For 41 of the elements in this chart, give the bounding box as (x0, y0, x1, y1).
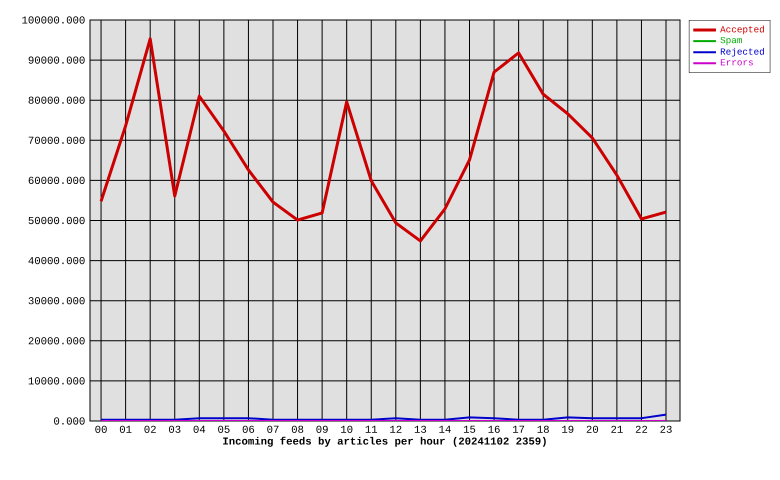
y-tick-label: 40000.000 (28, 256, 85, 264)
x-tick-label: 21 (611, 426, 623, 433)
x-tick-label: 01 (120, 426, 132, 433)
y-tick-label: 100000.000 (22, 16, 85, 24)
y-tick-label: 50000.000 (28, 216, 85, 224)
x-tick-label: 16 (488, 426, 500, 433)
x-tick-label: 23 (660, 426, 672, 433)
legend-label: Rejected (720, 48, 764, 57)
y-tick-label: 0.000 (54, 417, 85, 425)
x-tick-label: 14 (439, 426, 451, 433)
y-tick-label: 90000.000 (28, 56, 85, 64)
x-tick-label: 04 (194, 426, 206, 433)
x-tick-label: 02 (144, 426, 156, 433)
legend-label: Spam (720, 36, 742, 46)
x-tick-label: 22 (636, 426, 648, 433)
x-tick-label: 17 (513, 426, 524, 433)
y-tick-label: 70000.000 (28, 136, 85, 144)
x-tick-label: 09 (316, 426, 328, 433)
x-tick-label: 08 (292, 426, 304, 433)
x-tick-label: 00 (95, 426, 107, 433)
x-tick-label: 05 (218, 426, 230, 433)
x-tick-label: 07 (267, 426, 279, 433)
y-tick-label: 30000.000 (28, 297, 85, 304)
y-tick-label: 20000.000 (28, 337, 85, 344)
x-tick-label: 15 (464, 426, 476, 433)
x-tick-label: 03 (169, 426, 180, 433)
x-tick-label: 19 (562, 426, 574, 433)
y-tick-label: 60000.000 (28, 176, 85, 184)
legend-label: Errors (720, 59, 753, 66)
y-tick-label: 10000.000 (28, 377, 85, 385)
x-tick-label: 13 (414, 426, 426, 433)
x-tick-label: 06 (242, 426, 254, 433)
x-tick-label: 12 (390, 426, 402, 433)
x-tick-label: 18 (538, 426, 549, 433)
x-axis-title: Incoming feeds by articles per hour (20241102 2359) (223, 436, 546, 447)
x-tick-label: 10 (341, 426, 352, 433)
x-tick-label: 20 (586, 426, 598, 433)
y-tick-label: 80000.000 (28, 96, 85, 104)
legend-label: Accepted (720, 26, 764, 34)
line-series (100, 37, 668, 242)
x-tick-label: 11 (366, 426, 378, 433)
